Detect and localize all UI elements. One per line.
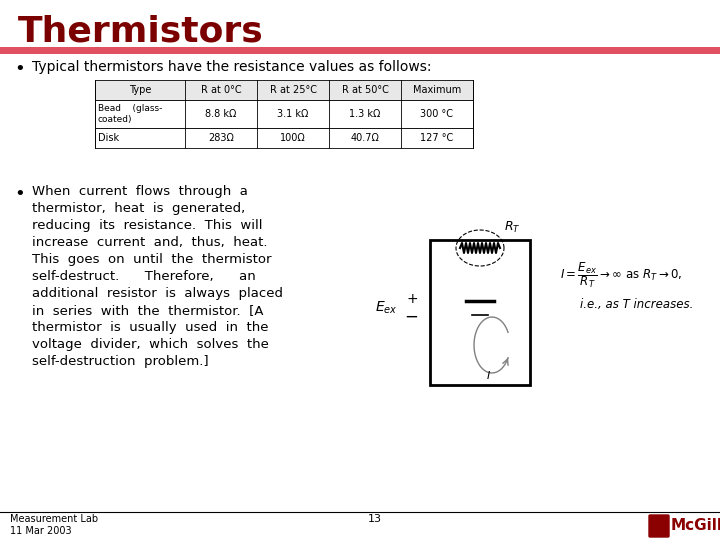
Text: Bead    (glass-: Bead (glass- <box>98 104 163 113</box>
Text: −: − <box>404 308 418 326</box>
Text: This  goes  on  until  the  thermistor: This goes on until the thermistor <box>32 253 271 266</box>
Text: Measurement Lab
11 Mar 2003: Measurement Lab 11 Mar 2003 <box>10 514 98 536</box>
Text: When  current  flows  through  a: When current flows through a <box>32 185 248 198</box>
Text: 300 °C: 300 °C <box>420 109 454 119</box>
Text: $I$: $I$ <box>485 369 490 381</box>
Text: Maximum: Maximum <box>413 85 461 95</box>
Text: self-destruct.      Therefore,      an: self-destruct. Therefore, an <box>32 270 256 283</box>
Text: R at 25°C: R at 25°C <box>269 85 317 95</box>
Text: 100Ω: 100Ω <box>280 133 306 143</box>
Text: voltage  divider,  which  solves  the: voltage divider, which solves the <box>32 338 269 351</box>
Text: thermistor,  heat  is  generated,: thermistor, heat is generated, <box>32 202 246 215</box>
Text: Typical thermistors have the resistance values as follows:: Typical thermistors have the resistance … <box>32 60 431 74</box>
Text: in  series  with  the  thermistor.  [A: in series with the thermistor. [A <box>32 304 264 317</box>
Bar <box>95 80 473 100</box>
FancyBboxPatch shape <box>649 515 669 537</box>
Text: R at 0°C: R at 0°C <box>201 85 241 95</box>
Bar <box>0 47 720 54</box>
Bar <box>95 100 473 128</box>
Text: $E_{ex}$: $E_{ex}$ <box>375 300 398 316</box>
Text: i.e., as T increases.: i.e., as T increases. <box>580 298 693 311</box>
Text: Thermistors: Thermistors <box>18 15 264 49</box>
Text: +: + <box>406 292 418 306</box>
Text: Type: Type <box>129 85 151 95</box>
Text: •: • <box>14 185 24 203</box>
Text: thermistor  is  usually  used  in  the: thermistor is usually used in the <box>32 321 269 334</box>
Text: Disk: Disk <box>98 133 119 143</box>
Text: additional  resistor  is  always  placed: additional resistor is always placed <box>32 287 283 300</box>
Text: 13: 13 <box>368 514 382 524</box>
Text: 127 °C: 127 °C <box>420 133 454 143</box>
Bar <box>430 240 530 385</box>
Text: R at 50°C: R at 50°C <box>341 85 388 95</box>
Text: $R_T$: $R_T$ <box>504 220 521 235</box>
Text: reducing  its  resistance.  This  will: reducing its resistance. This will <box>32 219 263 232</box>
Text: 1.3 kΩ: 1.3 kΩ <box>349 109 381 119</box>
Text: 3.1 kΩ: 3.1 kΩ <box>277 109 309 119</box>
Bar <box>95 128 473 148</box>
Text: 283Ω: 283Ω <box>208 133 234 143</box>
Text: coated): coated) <box>98 115 132 124</box>
Text: McGill: McGill <box>671 518 720 534</box>
Text: increase  current  and,  thus,  heat.: increase current and, thus, heat. <box>32 236 268 249</box>
Text: $I = \dfrac{E_{ex}}{R_T} \rightarrow \infty\ \mathrm{as}\ R_T \rightarrow 0,$: $I = \dfrac{E_{ex}}{R_T} \rightarrow \in… <box>560 260 683 290</box>
Text: self-destruction  problem.]: self-destruction problem.] <box>32 355 209 368</box>
Text: 8.8 kΩ: 8.8 kΩ <box>205 109 237 119</box>
Text: •: • <box>14 60 24 78</box>
Text: 40.7Ω: 40.7Ω <box>351 133 379 143</box>
